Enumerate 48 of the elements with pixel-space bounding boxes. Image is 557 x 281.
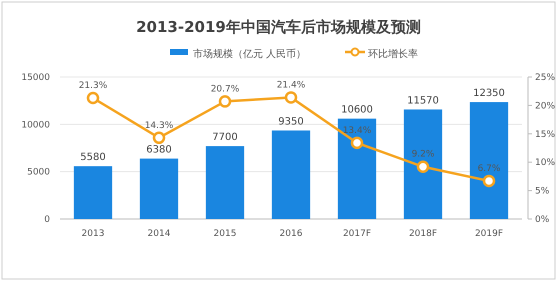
point [482, 174, 496, 188]
data-label: 21.3% [78, 81, 108, 92]
data-label: 11570 [407, 95, 439, 106]
legend-label: 环比增长率 [368, 48, 418, 60]
point [284, 91, 298, 104]
y-tick-label: 10000 [21, 120, 50, 130]
point [218, 95, 232, 108]
data-label: 6.7% [478, 164, 501, 174]
x-tick-label: 2016 [280, 229, 303, 239]
data-label: 13.4% [342, 126, 372, 136]
point [416, 160, 430, 173]
bar [74, 166, 112, 219]
y2-tick-label: 5% [535, 186, 550, 197]
bar [206, 146, 244, 219]
x-tick-label: 2018F [408, 229, 438, 239]
data-label: 12350 [473, 88, 505, 100]
point [350, 136, 364, 150]
data-label: 14.3% [144, 120, 174, 131]
data-label: 9350 [278, 116, 304, 128]
point [86, 92, 100, 104]
bar [272, 130, 310, 219]
bar [404, 109, 442, 219]
data-label: 5580 [80, 152, 106, 164]
x-tick-label: 2015 [214, 229, 236, 239]
x-tick-label: 2017F [342, 229, 372, 239]
x-tick-label: 2013 [82, 229, 104, 239]
data-label: 9.2% [412, 150, 435, 160]
y-tick-label: 0 [44, 215, 50, 225]
y2-tick-label: 10% [535, 158, 556, 168]
data-label: 20.7% [210, 84, 240, 94]
point [152, 132, 166, 144]
y-tick-label: 5000 [27, 168, 50, 178]
x-tick-label: 2019F [474, 229, 504, 239]
x-tick-label: 2014 [148, 229, 171, 239]
data-label: 21.4% [276, 80, 306, 90]
bar [470, 102, 508, 219]
y2-tick-label: 25% [535, 73, 556, 83]
legend-label: 市场规模（亿元 人民币） [193, 48, 306, 60]
data-label: 10600 [341, 104, 373, 116]
y2-tick-label: 15% [535, 130, 556, 140]
bar [140, 158, 178, 219]
data-label: 6380 [146, 144, 172, 156]
y2-tick-label: 0% [535, 215, 550, 225]
data-label: 7700 [212, 132, 238, 144]
bar [338, 118, 376, 219]
y-tick-label: 15000 [21, 73, 50, 83]
y2-tick-label: 20% [535, 101, 556, 112]
chart-title: 2013-2019年中国汽车后市场规模及预测 [136, 18, 421, 36]
